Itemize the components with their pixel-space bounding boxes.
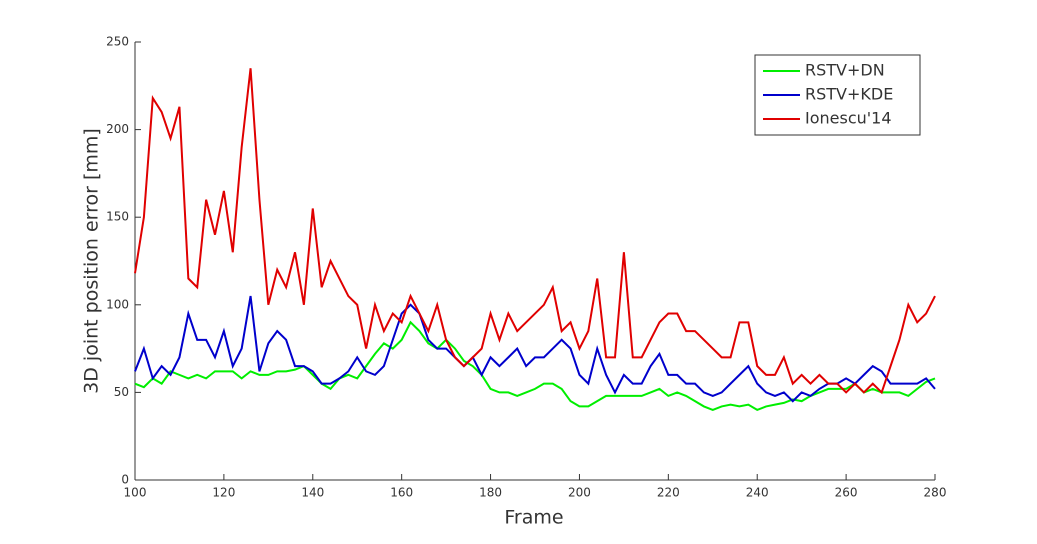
x-tick-label: 200 xyxy=(568,486,591,500)
y-tick-label: 200 xyxy=(106,122,129,136)
x-tick-label: 180 xyxy=(479,486,502,500)
x-tick-label: 140 xyxy=(301,486,324,500)
x-tick-label: 240 xyxy=(746,486,769,500)
y-tick-label: 50 xyxy=(114,385,129,399)
x-tick-label: 120 xyxy=(212,486,235,500)
series-line xyxy=(134,295,936,403)
y-tick-label: 100 xyxy=(106,297,129,311)
x-axis-label: Frame xyxy=(504,507,563,529)
legend-label: RSTV+DN xyxy=(805,61,885,80)
legend-label: Ionescu'14 xyxy=(805,109,892,128)
series-line xyxy=(134,68,936,395)
y-tick-label: 250 xyxy=(106,35,129,49)
y-tick-label: 0 xyxy=(121,473,129,487)
x-tick-label: 160 xyxy=(390,486,413,500)
legend-label: RSTV+KDE xyxy=(805,85,893,104)
x-tick-label: 220 xyxy=(657,486,680,500)
y-tick-label: 150 xyxy=(106,210,129,224)
x-tick-label: 260 xyxy=(835,486,858,500)
series-line xyxy=(134,320,936,412)
x-tick-label: 280 xyxy=(924,486,947,500)
x-tick-label: 100 xyxy=(124,486,147,500)
y-axis-label: 3D joint position error [mm] xyxy=(81,128,103,394)
